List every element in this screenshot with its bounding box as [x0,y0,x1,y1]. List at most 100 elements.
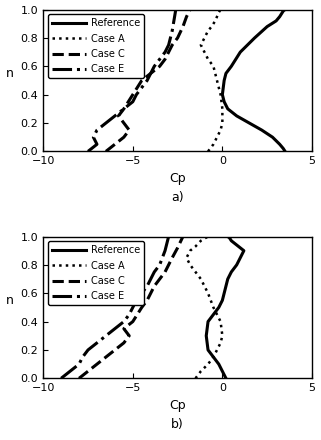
Case E [145,78,149,83]
Reference [281,146,285,151]
Case A [199,42,203,48]
Case C [140,78,144,83]
Case E [86,347,90,352]
Case C [181,24,185,29]
Line: Reference: Reference [206,237,244,378]
Case A [215,347,219,352]
Text: a): a) [171,191,184,204]
Case E [167,42,170,48]
Reference [206,347,210,352]
Case C [122,121,126,126]
Case A [206,28,210,33]
Reference [206,319,210,324]
Reference [222,290,226,296]
Case A [221,106,224,111]
Reference [239,255,242,260]
Case A [215,135,219,140]
Case C [167,262,170,268]
Y-axis label: n: n [5,67,13,81]
Line: Case A: Case A [187,237,222,378]
Reference [278,14,282,19]
Case E [140,290,144,296]
Case C [77,376,81,381]
Line: Case A: Case A [201,10,222,151]
Case E [149,71,152,76]
Y-axis label: n: n [5,294,13,308]
Reference [230,269,233,275]
Reference [212,354,215,359]
Reference [224,71,228,76]
Case C [170,42,174,48]
Case A [219,92,222,97]
Case A [194,269,197,275]
Reference [228,235,231,241]
Case A [206,57,210,62]
Reference [271,135,274,140]
Case E [77,362,81,367]
Case A [199,276,203,282]
Reference [260,128,264,133]
Case C [140,305,144,310]
Line: Case C: Case C [106,10,190,151]
Reference [204,333,208,338]
Case A [219,319,222,324]
Reference [226,234,230,239]
Case C [181,234,185,239]
Case E [145,283,149,289]
Case C [149,71,152,76]
Case A [212,64,215,69]
Case E [152,269,156,275]
Reference [222,99,226,104]
Case C [176,245,179,250]
Reference [242,248,246,253]
Reference [221,85,225,90]
Case C [113,142,117,147]
Case E [152,64,156,69]
Case C [167,49,170,55]
Case C [127,333,131,338]
Reference [221,92,224,97]
Text: b): b) [171,418,184,431]
Case E [122,319,126,324]
Legend: Reference, Case A, Case C, Case E: Reference, Case A, Case C, Case E [48,15,144,78]
Case A [206,149,210,154]
Case C [117,113,120,118]
Case A [212,305,215,310]
Line: Reference: Reference [222,10,285,151]
Case C [176,35,179,40]
Reference [226,276,230,282]
Case C [122,135,126,140]
Case C [122,326,126,331]
Case A [221,121,224,126]
Reference [239,49,242,55]
Case E [81,354,84,359]
Case C [158,64,161,69]
Reference [235,113,239,118]
Case A [206,290,210,296]
Legend: Reference, Case A, Case C, Case E: Reference, Case A, Case C, Case E [48,242,144,305]
Reference [247,121,251,126]
Reference [235,242,239,248]
Reference [231,239,235,245]
Case A [213,18,217,24]
Reference [230,64,233,69]
Case E [158,262,161,268]
Case A [212,142,215,147]
Reference [253,35,256,40]
Reference [221,369,224,374]
Case E [104,333,108,338]
Case E [91,135,95,140]
Case A [199,369,203,374]
Line: Case E: Case E [88,10,176,151]
Case C [188,7,192,12]
Case A [206,234,210,239]
Reference [283,7,287,12]
Case A [210,24,213,29]
Case E [59,376,63,381]
Case A [199,238,203,243]
Case C [86,369,90,374]
Case E [167,234,170,239]
Case E [95,142,99,147]
Case E [127,312,131,317]
Case E [86,149,90,154]
